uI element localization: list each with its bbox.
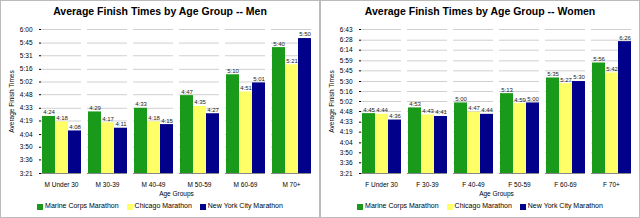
svg-text:4:24: 4:24: [43, 109, 55, 115]
svg-text:5:01: 5:01: [253, 76, 265, 82]
svg-text:F 30-39: F 30-39: [416, 181, 439, 188]
svg-text:5:27: 5:27: [560, 77, 572, 83]
svg-text:4:59: 4:59: [514, 97, 526, 103]
svg-text:3:21: 3:21: [340, 170, 353, 177]
svg-text:3:36: 3:36: [20, 156, 33, 163]
svg-text:4:48: 4:48: [340, 108, 353, 115]
svg-text:Average Finish Times: Average Finish Times: [8, 70, 16, 133]
svg-text:4:18: 4:18: [56, 115, 68, 121]
svg-text:5:21: 5:21: [286, 58, 298, 64]
svg-text:M Under 30: M Under 30: [45, 181, 79, 188]
svg-text:Age Groups: Age Groups: [479, 190, 514, 198]
svg-text:5:00: 5:00: [455, 96, 467, 102]
svg-text:M 30-39: M 30-39: [96, 181, 120, 188]
svg-text:6:43: 6:43: [340, 26, 353, 33]
svg-text:6:00: 6:00: [20, 26, 33, 33]
svg-text:5:02: 5:02: [340, 98, 353, 105]
html-text:Chicago Marathon: Chicago Marathon: [454, 202, 512, 210]
svg-text:4:04: 4:04: [20, 131, 33, 138]
svg-text:Age Groups: Age Groups: [159, 190, 194, 198]
svg-text:4:33: 4:33: [20, 104, 33, 111]
svg-text:4:43: 4:43: [422, 108, 434, 114]
svg-text:5:56: 5:56: [593, 56, 605, 62]
svg-text:4:33: 4:33: [340, 118, 353, 125]
svg-text:4:51: 4:51: [240, 85, 252, 91]
svg-text:5:02: 5:02: [20, 78, 33, 85]
svg-text:M 50-59: M 50-59: [188, 181, 212, 188]
svg-text:3:50: 3:50: [20, 143, 33, 150]
svg-text:F 50-59: F 50-59: [508, 181, 531, 188]
svg-text:5:31: 5:31: [20, 52, 33, 59]
svg-text:M 40-49: M 40-49: [142, 181, 166, 188]
svg-text:M 60-69: M 60-69: [234, 181, 258, 188]
svg-text:3:36: 3:36: [340, 159, 353, 166]
svg-text:4:19: 4:19: [340, 128, 353, 135]
svg-text:F Under 30: F Under 30: [365, 181, 398, 188]
svg-text:4:53: 4:53: [409, 101, 421, 107]
svg-text:4:48: 4:48: [20, 91, 33, 98]
svg-text:5:30: 5:30: [573, 74, 585, 80]
svg-text:4:27: 4:27: [207, 107, 219, 113]
svg-text:5:50: 5:50: [299, 31, 311, 37]
html-text:Marine Corps Marathon: Marine Corps Marathon: [365, 202, 439, 210]
svg-text:5:59: 5:59: [340, 57, 353, 64]
svg-text:F 60-69: F 60-69: [554, 181, 577, 188]
svg-text:5:40: 5:40: [273, 41, 285, 47]
svg-text:4:47: 4:47: [468, 105, 480, 111]
html-text:New York City Marathon: New York City Marathon: [527, 202, 603, 210]
svg-text:4:44: 4:44: [481, 107, 493, 113]
svg-text:5:45: 5:45: [20, 39, 33, 46]
html-text:Average Finish Times by Age Gr: Average Finish Times by Age Group -- Wom…: [364, 5, 596, 17]
svg-text:4:29: 4:29: [89, 105, 101, 111]
svg-text:5:16: 5:16: [340, 88, 353, 95]
svg-text:4:15: 4:15: [161, 118, 173, 124]
svg-text:5:10: 5:10: [227, 68, 239, 74]
svg-text:5:13: 5:13: [501, 87, 513, 93]
html-text:New York City Marathon: New York City Marathon: [207, 202, 283, 210]
svg-text:4:35: 4:35: [194, 99, 206, 105]
svg-text:M 70+: M 70+: [282, 181, 300, 188]
svg-text:4:44: 4:44: [376, 107, 388, 113]
svg-text:4:45: 4:45: [363, 107, 375, 113]
svg-text:4:41: 4:41: [435, 109, 447, 115]
svg-text:5:16: 5:16: [20, 65, 33, 72]
svg-text:4:36: 4:36: [389, 113, 401, 119]
svg-text:4:08: 4:08: [69, 124, 81, 130]
svg-text:4:47: 4:47: [181, 89, 193, 95]
svg-text:4:04: 4:04: [340, 139, 353, 146]
svg-text:4:17: 4:17: [102, 116, 114, 122]
svg-text:6:28: 6:28: [340, 36, 353, 43]
svg-text:4:11: 4:11: [115, 121, 127, 127]
svg-text:F 40-49: F 40-49: [462, 181, 485, 188]
html-text:Average Finish Times by Age Gr: Average Finish Times by Age Group -- Men: [53, 5, 267, 17]
svg-text:Average Finish Times: Average Finish Times: [328, 70, 336, 133]
svg-text:4:19: 4:19: [20, 117, 33, 124]
svg-text:4:18: 4:18: [148, 115, 160, 121]
svg-text:5:35: 5:35: [547, 71, 559, 77]
svg-text:F 70+: F 70+: [603, 181, 620, 188]
svg-text:3:50: 3:50: [340, 149, 353, 156]
svg-text:6:14: 6:14: [340, 46, 353, 53]
html-text:Chicago Marathon: Chicago Marathon: [134, 202, 192, 210]
svg-text:5:30: 5:30: [340, 78, 353, 85]
svg-text:5:00: 5:00: [527, 96, 539, 102]
svg-text:6:26: 6:26: [619, 35, 631, 41]
svg-text:5:45: 5:45: [340, 67, 353, 74]
svg-text:3:21: 3:21: [20, 170, 33, 177]
html-text:Marine Corps Marathon: Marine Corps Marathon: [45, 202, 119, 210]
svg-text:5:42: 5:42: [606, 66, 618, 72]
svg-text:4:33: 4:33: [135, 101, 147, 107]
